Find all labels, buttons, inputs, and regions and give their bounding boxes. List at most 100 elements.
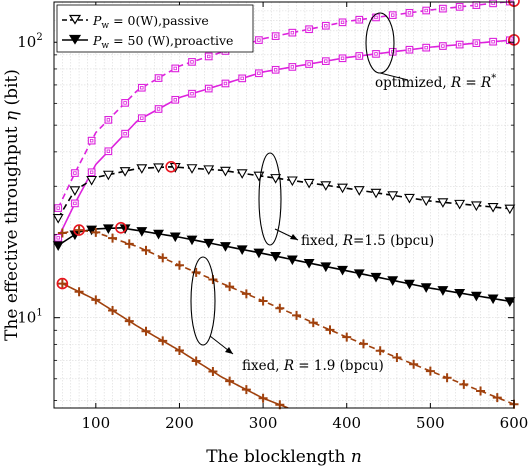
marker-fixed-1-5-passive: [337, 183, 348, 194]
marker-fixed-1-5-proactive: [454, 288, 466, 299]
marker-inner-optimized-passive: [324, 24, 328, 28]
marker-fixed-1-5-proactive: [136, 227, 148, 237]
marker-fixed-1-9-passive: [225, 282, 235, 292]
annotation-fixed-1-5: fixed, R=1.5 (bpcu): [301, 233, 434, 249]
marker-fixed-1-9-passive: [174, 260, 184, 270]
marker-optimized-passive: [422, 6, 431, 15]
marker-inner-optimized-proactive: [140, 116, 144, 120]
marker-inner-optimized-proactive: [156, 107, 161, 111]
marker-fixed-1-5-proactive: [153, 229, 164, 240]
marker-optimized-passive: [455, 3, 464, 11]
x-tick-label: 400: [332, 414, 361, 432]
marker-fixed-1-9-proactive: [158, 336, 168, 346]
annotation-fixed-1-5-main: fixed,: [301, 233, 343, 249]
marker-fixed-1-9-passive: [459, 379, 469, 389]
marker-optimized-proactive: [221, 79, 230, 88]
marker-inner-optimized-proactive: [106, 149, 111, 153]
marker-fixed-1-5-passive: [286, 176, 298, 187]
marker-fixed-1-9-passive: [409, 359, 419, 369]
marker-fixed-1-9-passive: [476, 386, 486, 396]
x-tick-label: 300: [249, 414, 278, 432]
annotation-fixed-1-5-rest: =1.5 (bpcu): [353, 233, 434, 249]
marker-fixed-1-5-proactive: [470, 291, 482, 302]
optimum-marker: [56, 277, 69, 290]
marker-fixed-1-9-passive: [57, 228, 67, 238]
marker-inner-optimized-proactive: [123, 131, 127, 136]
annotation-fixed-1-9-var: R: [283, 358, 294, 374]
marker-fixed-1-5-passive: [102, 170, 114, 181]
legend-label-proactive: Pw = 50 (W),proactive: [92, 33, 233, 51]
marker-fixed-1-5-proactive: [169, 232, 181, 243]
marker-optimized-passive: [472, 1, 481, 9]
y-axis-label-var: η: [2, 110, 22, 121]
y-tick-label: 101: [17, 308, 42, 327]
marker-fixed-1-5-proactive: [186, 235, 198, 246]
marker-optimized-proactive: [255, 69, 263, 78]
marker-inner-optimized-passive: [441, 6, 445, 11]
arrowhead-fixed-1-5: [290, 234, 298, 240]
marker-fixed-1-5-proactive: [337, 265, 348, 276]
marker-optimized-proactive: [271, 65, 280, 74]
marker-fixed-1-9-passive: [258, 296, 268, 306]
marker-fixed-1-9-proactive: [57, 279, 67, 289]
legend-proactive-rest: = 50 (W),proactive: [109, 33, 233, 48]
series-line-optimized-proactive: [57, 39, 514, 239]
marker-optimized-passive: [271, 32, 280, 40]
legend-proactive-sub: w: [101, 41, 109, 51]
legend-passive-var: P: [92, 13, 102, 28]
marker-inner-optimized-passive: [290, 30, 295, 35]
marker-inner-optimized-proactive: [407, 48, 412, 52]
marker-optimized-passive: [87, 136, 96, 145]
marker-fixed-1-9-proactive: [91, 295, 101, 305]
marker-optimized-passive: [355, 15, 364, 24]
marker-fixed-1-9-proactive: [191, 356, 201, 366]
plot-area-frame: [53, 1, 515, 409]
marker-inner-optimized-proactive: [474, 41, 479, 45]
marker-fixed-1-5-passive: [420, 196, 432, 207]
marker-optimized-passive: [321, 21, 330, 30]
marker-optimized-passive: [104, 115, 113, 124]
x-tick-label: 600: [500, 414, 528, 432]
marker-inner-optimized-proactive: [457, 42, 462, 47]
optimum-marker: [73, 224, 85, 236]
marker-optimized-proactive: [71, 199, 79, 208]
marker-fixed-1-9-passive: [108, 233, 118, 243]
marker-optimized-proactive: [54, 233, 63, 242]
marker-fixed-1-5-passive: [136, 164, 148, 174]
marker-fixed-1-9-passive: [292, 310, 302, 320]
annotation-optimized-rest: =: [461, 75, 481, 91]
marker-inner-optimized-proactive: [89, 170, 94, 174]
marker-optimized-passive: [171, 64, 180, 73]
marker-inner-optimized-passive: [273, 34, 278, 38]
marker-fixed-1-5-passive: [437, 198, 449, 208]
marker-fixed-1-5-proactive: [387, 276, 399, 286]
annotation-optimized-var2: R: [480, 75, 491, 91]
marker-fixed-1-9-proactive: [124, 316, 134, 326]
marker-optimized-proactive: [204, 84, 213, 93]
series-line-fixed-1-5-proactive: [57, 226, 514, 303]
marker-fixed-1-5-proactive: [52, 241, 64, 252]
marker-optimized-proactive: [288, 63, 297, 71]
marker-inner-optimized-proactive: [491, 39, 495, 44]
legend-marker-proactive: [68, 34, 82, 45]
legend: Pw = 0(W),passive Pw = 50 (W),proactive: [56, 4, 254, 53]
marker-optimized-proactive: [372, 50, 380, 58]
marker-optimized-proactive: [338, 54, 347, 63]
marker-fixed-1-5-passive: [353, 186, 365, 196]
x-axis-label-main: The blocklength: [206, 447, 351, 467]
marker-fixed-1-5-passive: [52, 214, 64, 224]
marker-fixed-1-9-passive: [375, 346, 385, 356]
marker-optimized-proactive: [137, 114, 146, 123]
marker-fixed-1-9-proactive: [108, 306, 118, 316]
y-tick-label-exponent: 1: [36, 308, 42, 319]
marker-inner-optimized-proactive: [173, 98, 177, 102]
series-line-fixed-1-9-proactive: [62, 282, 289, 408]
annotation-optimized-sup: *: [491, 73, 496, 84]
marker-fixed-1-5-proactive: [420, 283, 432, 293]
optimum-marker: [115, 221, 127, 234]
y-tick-label-exponent: 2: [36, 32, 42, 43]
marker-optimized-proactive: [472, 39, 481, 47]
marker-fixed-1-9-passive: [392, 352, 402, 362]
marker-optimized-proactive: [87, 168, 96, 177]
marker-inner-optimized-proactive: [374, 52, 378, 56]
